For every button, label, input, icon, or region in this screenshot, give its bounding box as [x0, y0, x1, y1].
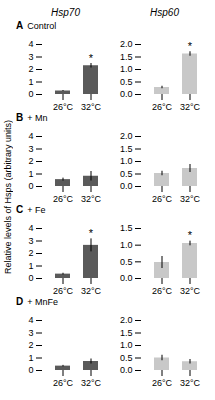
svg-text:26°C: 26°C	[53, 378, 74, 388]
svg-text:0.5: 0.5	[120, 77, 133, 87]
svg-text:26°C: 26°C	[53, 194, 74, 204]
svg-text:1: 1	[28, 77, 33, 87]
svg-text:2.0: 2.0	[120, 39, 133, 49]
svg-text:4: 4	[28, 131, 33, 141]
html-text:Hsp60: Hsp60	[150, 7, 179, 18]
svg-text:32°C: 32°C	[180, 286, 201, 296]
html-text:B + Mn: B + Mn	[16, 112, 48, 123]
svg-text:2.0: 2.0	[120, 315, 133, 325]
svg-text:*: *	[188, 229, 193, 241]
svg-text:26°C: 26°C	[53, 102, 74, 112]
svg-text:1: 1	[28, 169, 33, 179]
svg-text:26°C: 26°C	[53, 286, 74, 296]
svg-text:1.5: 1.5	[120, 144, 133, 154]
svg-text:1: 1	[28, 261, 33, 271]
svg-text:0.0: 0.0	[120, 181, 133, 191]
svg-text:32°C: 32°C	[180, 378, 201, 388]
svg-text:*: *	[89, 52, 94, 64]
svg-text:32°C: 32°C	[81, 102, 102, 112]
svg-text:0.5: 0.5	[120, 257, 133, 267]
svg-text:0.5: 0.5	[120, 169, 133, 179]
svg-text:0: 0	[28, 89, 33, 99]
svg-text:3: 3	[28, 52, 33, 62]
svg-text:1.5: 1.5	[120, 223, 133, 233]
svg-text:*: *	[89, 227, 94, 239]
svg-text:26°C: 26°C	[152, 378, 173, 388]
svg-text:26°C: 26°C	[152, 286, 173, 296]
svg-text:26°C: 26°C	[152, 194, 173, 204]
svg-text:0.0: 0.0	[120, 89, 133, 99]
html-text:D + MnFe: D + MnFe	[16, 296, 58, 307]
svg-text:32°C: 32°C	[180, 194, 201, 204]
svg-text:32°C: 32°C	[81, 378, 102, 388]
svg-text:1.0: 1.0	[120, 340, 133, 350]
svg-text:2: 2	[28, 64, 33, 74]
svg-text:0: 0	[28, 365, 33, 375]
svg-text:1.0: 1.0	[120, 64, 133, 74]
svg-text:0: 0	[28, 273, 33, 283]
html-text:A Control: A Control	[16, 20, 57, 31]
svg-text:2: 2	[28, 340, 33, 350]
svg-text:1.0: 1.0	[120, 240, 133, 250]
svg-text:2: 2	[28, 156, 33, 166]
svg-text:3: 3	[28, 328, 33, 338]
html-text:C + Fe: C + Fe	[16, 204, 46, 215]
svg-text:0: 0	[28, 181, 33, 191]
svg-text:1.0: 1.0	[120, 156, 133, 166]
svg-text:2.0: 2.0	[120, 131, 133, 141]
svg-text:32°C: 32°C	[180, 102, 201, 112]
svg-text:1.5: 1.5	[120, 52, 133, 62]
svg-text:0.5: 0.5	[120, 353, 133, 363]
svg-text:0.0: 0.0	[120, 365, 133, 375]
svg-text:3: 3	[28, 144, 33, 154]
svg-text:4: 4	[28, 315, 33, 325]
svg-text:2: 2	[28, 248, 33, 258]
svg-text:4: 4	[28, 223, 33, 233]
svg-text:32°C: 32°C	[81, 194, 102, 204]
svg-text:0.0: 0.0	[120, 273, 133, 283]
svg-text:1: 1	[28, 353, 33, 363]
svg-text:4: 4	[28, 39, 33, 49]
html-text:Hsp70: Hsp70	[51, 7, 80, 18]
svg-text:26°C: 26°C	[152, 102, 173, 112]
html-text:Relative levels of Hsps (arbit: Relative levels of Hsps (arbitrary units…	[3, 120, 13, 274]
svg-text:*: *	[188, 40, 193, 52]
svg-text:32°C: 32°C	[81, 286, 102, 296]
svg-text:3: 3	[28, 236, 33, 246]
svg-text:1.5: 1.5	[120, 328, 133, 338]
